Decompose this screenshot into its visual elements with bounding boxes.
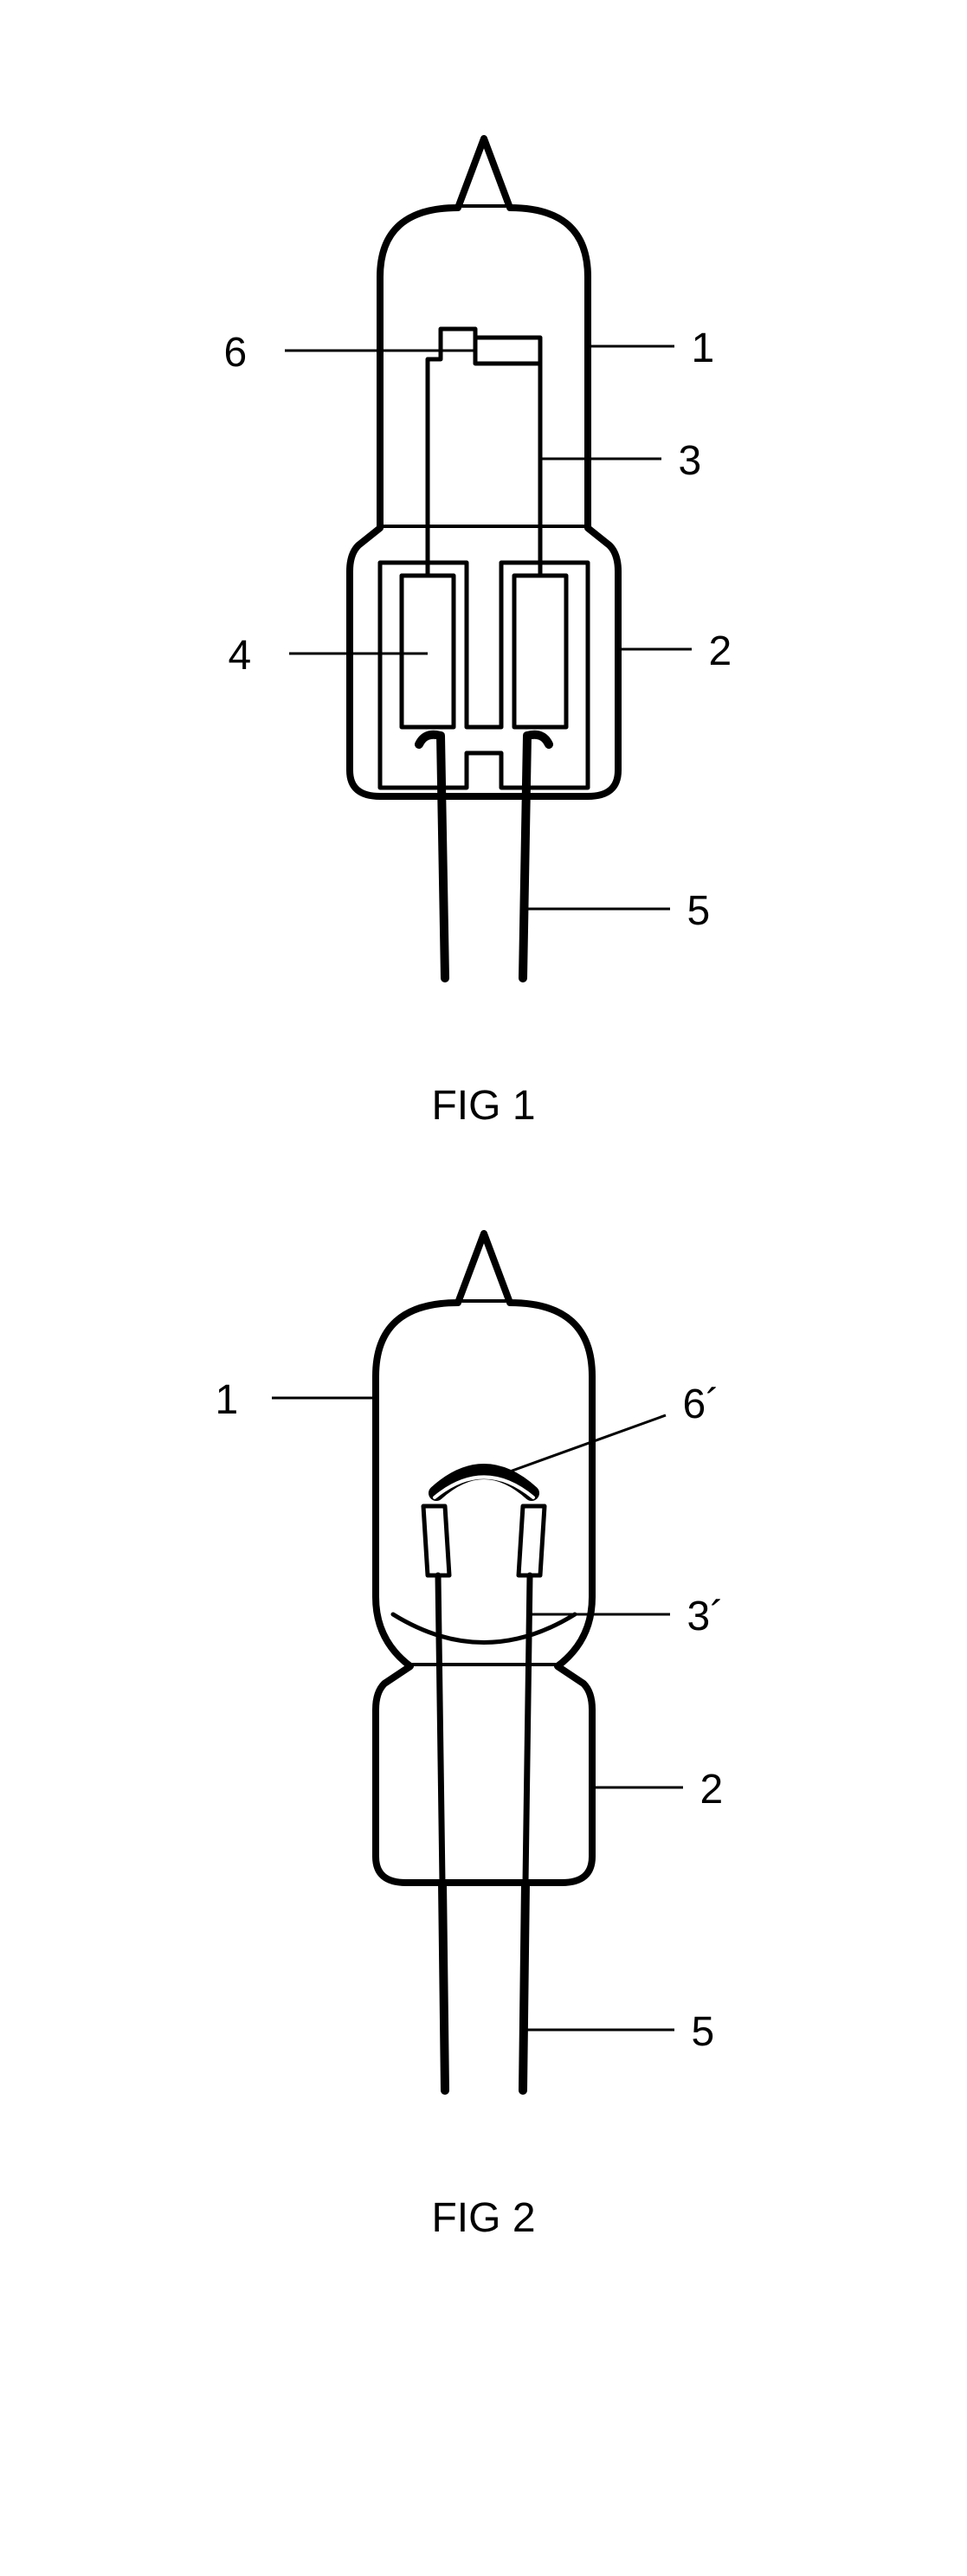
fig2-label: FIG 2	[181, 2194, 787, 2242]
callout-4: 4	[229, 632, 252, 679]
callout2-5: 5	[692, 2008, 715, 2056]
figure-2: 1 6´ 3´ 2 5 FIG 2	[181, 1199, 787, 2242]
callout-6: 6	[224, 329, 248, 377]
callout2-1: 1	[216, 1376, 239, 1424]
figure-1: 6 1 3 4 2 5 FIG 1	[181, 104, 787, 1130]
callout-5: 5	[687, 887, 711, 935]
callout-3: 3	[679, 437, 702, 485]
fig1-label: FIG 1	[181, 1082, 787, 1130]
callout2-2: 2	[700, 1766, 724, 1813]
callout2-6p: 6´	[683, 1381, 720, 1428]
callout-1: 1	[692, 325, 715, 372]
callout2-3p: 3´	[687, 1593, 725, 1640]
callout-2: 2	[709, 628, 732, 675]
